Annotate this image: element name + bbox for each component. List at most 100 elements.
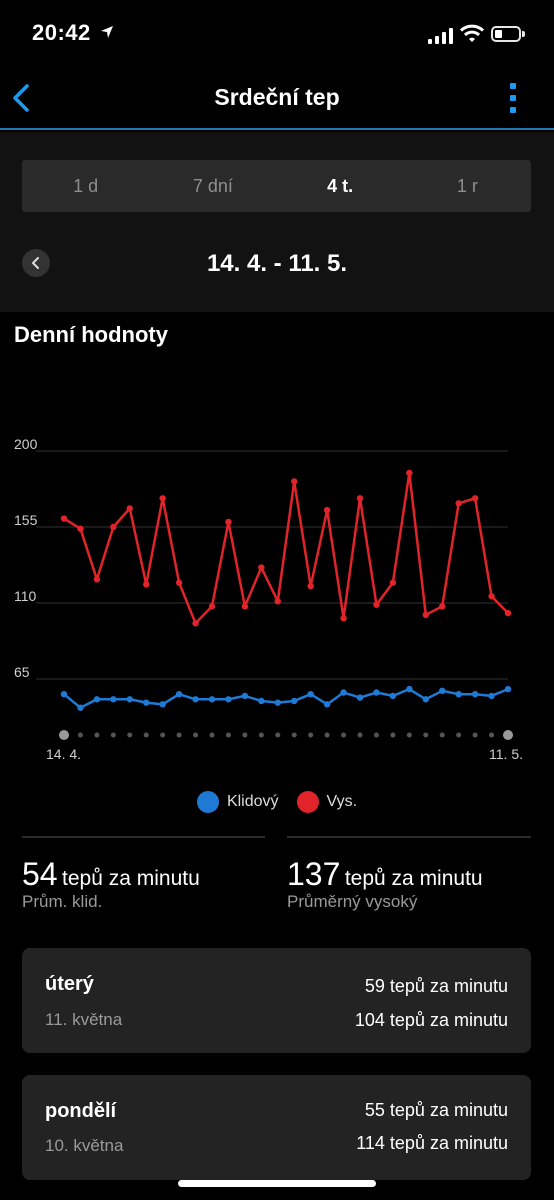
legend-high-label: Vys.: [326, 793, 358, 810]
data-point: [422, 611, 429, 619]
tab-1-day[interactable]: 1 d: [73, 176, 99, 196]
data-point: [307, 582, 314, 590]
x-axis-dot: [225, 732, 231, 738]
y-tick-label: 155: [14, 512, 38, 528]
heart-rate-chart: 65 110 155 200 14. 4. 11. 5.: [14, 436, 523, 762]
data-point: [439, 603, 446, 610]
more-dot: [510, 83, 516, 89]
data-point: [110, 523, 117, 531]
data-point: [455, 691, 462, 698]
data-point: [126, 505, 133, 512]
data-point: [60, 515, 68, 522]
day-card[interactable]: úterý 11. května 59 tepů za minutu 104 t…: [22, 948, 531, 1053]
day-high-value: 104 tepů za minutu: [354, 1010, 508, 1030]
data-point: [406, 469, 413, 477]
data-point: [274, 598, 281, 605]
data-point: [406, 685, 413, 693]
x-axis-dot: [373, 732, 379, 738]
chart-legend: Klidový Vys.: [0, 788, 554, 816]
tab-7-days[interactable]: 7 dní: [192, 176, 233, 196]
x-axis-dot: [472, 732, 478, 738]
legend-dot-blue: [196, 791, 219, 813]
data-point: [258, 697, 265, 705]
x-axis-dot: [59, 730, 69, 740]
data-point: [110, 696, 117, 703]
x-axis-dot: [390, 732, 396, 738]
resting-stat: 54 tepů za minutu: [22, 856, 200, 893]
section-title: Denní hodnoty: [14, 322, 168, 347]
high-stat: 137 tepů za minutu: [287, 856, 483, 893]
x-axis-dot: [406, 732, 412, 738]
home-indicator: [178, 1180, 376, 1187]
chevron-left-icon: [32, 257, 39, 269]
data-point: [488, 593, 495, 600]
series-line-resting: [63, 687, 509, 709]
x-axis-dot: [77, 732, 83, 738]
day-high-value: 114 tepů za minutu: [356, 1133, 508, 1153]
data-point: [422, 696, 429, 703]
chevron-left-icon: [13, 84, 29, 112]
data-point: [175, 691, 183, 698]
resting-caption: Prům. klid.: [22, 892, 103, 911]
x-axis-dot: [439, 732, 445, 738]
legend-high: Vys.: [296, 791, 358, 813]
x-axis-dot: [489, 732, 495, 738]
date-range: 14. 4. - 11. 5.: [206, 250, 348, 277]
data-point: [143, 699, 150, 706]
data-point: [192, 620, 199, 627]
data-point: [175, 579, 183, 586]
data-point: [77, 525, 84, 532]
data-point: [323, 506, 331, 514]
x-axis-dot: [110, 732, 116, 738]
x-axis-dot: [308, 732, 314, 738]
day-date: 11. května: [45, 1010, 123, 1029]
data-point: [143, 581, 150, 588]
data-point: [126, 696, 133, 703]
data-point: [159, 495, 166, 502]
data-point: [241, 603, 249, 610]
x-tick-label: 14. 4.: [46, 746, 81, 762]
day-name: pondělí: [45, 1100, 117, 1122]
battery-icon: [491, 26, 521, 42]
data-point: [274, 699, 281, 706]
data-point: [225, 696, 232, 703]
data-point: [471, 495, 479, 502]
page-title: Srdeční tep: [214, 84, 340, 110]
previous-range-button[interactable]: [22, 249, 50, 277]
legend-resting-label: Klidový: [226, 793, 279, 810]
x-axis-dot: [341, 732, 347, 738]
data-point: [93, 576, 101, 583]
data-point: [60, 691, 68, 698]
day-card[interactable]: pondělí 10. května 55 tepů za minutu 114…: [22, 1075, 531, 1180]
tab-1-year[interactable]: 1 r: [456, 176, 478, 196]
data-point: [307, 691, 314, 698]
x-axis-dot: [160, 732, 166, 738]
data-point: [439, 687, 446, 695]
x-axis-dot: [357, 732, 363, 738]
more-options-button[interactable]: [500, 80, 528, 120]
data-point: [471, 691, 479, 698]
data-point: [373, 689, 380, 696]
cellular-signal-icon: [428, 28, 453, 44]
data-point: [323, 701, 331, 708]
day-resting-value: 59 tepů za minutu: [364, 976, 508, 996]
range-segmented-control: 1 d 7 dní 4 t. 1 r: [22, 160, 531, 212]
legend-dot-red: [296, 791, 319, 813]
data-point: [159, 701, 166, 708]
data-point: [504, 609, 512, 617]
x-axis-dot: [127, 732, 133, 738]
data-point: [291, 697, 298, 705]
data-point: [504, 685, 512, 693]
data-point: [373, 601, 380, 608]
day-name: úterý: [45, 973, 94, 995]
more-dot: [510, 95, 516, 101]
data-point: [340, 615, 347, 622]
back-button[interactable]: [8, 78, 48, 122]
data-point: [241, 692, 249, 700]
tab-4-weeks[interactable]: 4 t.: [327, 176, 354, 196]
x-axis-dot: [456, 732, 462, 738]
x-axis-dot: [193, 732, 199, 738]
y-tick-label: 200: [14, 436, 38, 452]
more-dot: [510, 107, 516, 113]
x-axis-dot: [94, 732, 100, 738]
